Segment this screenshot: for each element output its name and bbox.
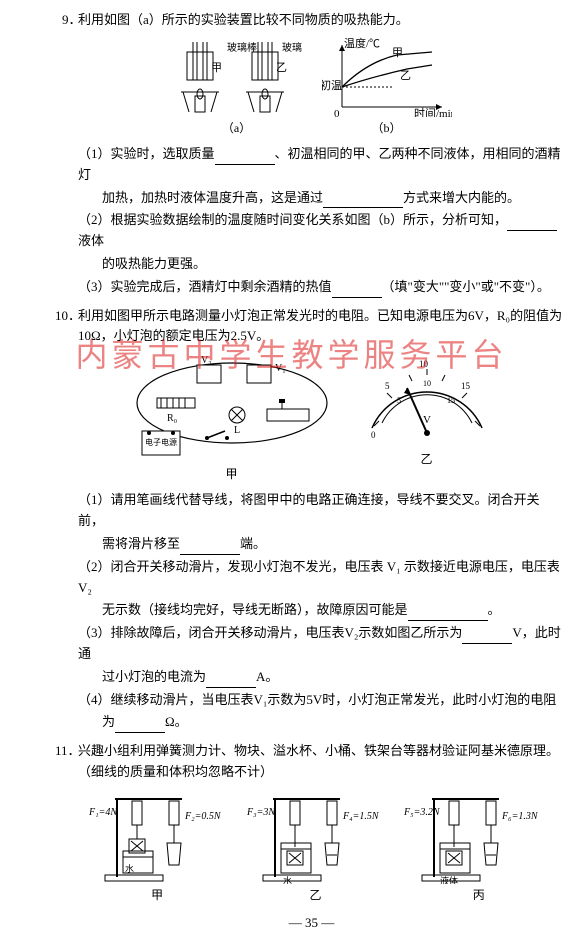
blank[interactable] [115, 732, 165, 733]
q11-num: 11． [55, 741, 81, 762]
q9-fig-a: 玻璃棒 甲 玻璃棒 乙 （a） [172, 37, 302, 138]
q10-sub3-b: 过小灯泡的电流为A。 [102, 667, 563, 688]
svg-text:L: L [234, 425, 240, 436]
question-9: 9． 利用如图（a）所示的实验装置比较不同物质的吸热能力。 玻璃棒 甲 玻璃棒 … [60, 10, 563, 298]
question-10: 10． 利用如图甲所示电路测量小灯泡正常发光时的电阻。已知电源电压为6V，R₀的… [60, 306, 563, 734]
svg-text:乙: 乙 [400, 69, 411, 82]
svg-text:F₅=3.2N: F₅=3.2N [404, 807, 441, 818]
fig-a-caption: （a） [222, 119, 251, 138]
svg-text:水: 水 [283, 875, 292, 884]
q10-sub4: （4）继续移动滑片，当电压表V₁示数为5V时，小灯泡正常发光，此时小灯泡的电阻 [78, 690, 563, 711]
svg-text:V: V [423, 414, 431, 426]
q9-sub3: （3）实验完成后，酒精灯中剩余酒精的热值（填"变大""变小"或"不变"）。 [78, 277, 563, 298]
archimedes-setup-icon: F₁=4N F₂=0.5N 水 [87, 789, 227, 884]
svg-text:时间/min: 时间/min [414, 107, 452, 117]
q10-fig1: V₂ V₁ R₀ L 电子电源 甲 [127, 353, 337, 484]
q10-num: 10． [55, 306, 81, 327]
circuit-diagram-icon: V₂ V₁ R₀ L 电子电源 [127, 353, 337, 463]
page-number: — 35 — [60, 913, 563, 934]
svg-text:0: 0 [334, 108, 340, 117]
svg-text:甲: 甲 [211, 62, 222, 74]
q9-figures: 玻璃棒 甲 玻璃棒 乙 （a） 温度/℃ 时间/min 初温 0 甲 乙 （b） [60, 37, 563, 138]
svg-text:0: 0 [371, 430, 376, 440]
heating-apparatus-icon: 玻璃棒 甲 玻璃棒 乙 [172, 37, 302, 117]
fig-b-caption: （b） [371, 119, 401, 138]
svg-text:5: 5 [397, 396, 401, 405]
q9-sub1: （1）实验时，选取质量、初温相同的甲、乙两种不同液体，用相同的酒精灯 [78, 144, 563, 186]
archimedes-setup-icon: F₃=3N F₄=1.5N 水 [245, 789, 385, 884]
q9-fig-b: 温度/℃ 时间/min 初温 0 甲 乙 （b） [322, 37, 452, 138]
svg-text:F₄=1.5N: F₄=1.5N [342, 811, 380, 822]
blank[interactable] [462, 643, 512, 644]
yi-caption: 乙 [309, 886, 321, 905]
svg-text:10: 10 [419, 359, 429, 369]
blank[interactable] [332, 297, 382, 298]
q10-fig2: 0 5 10 15 5 10 15 V 乙 [357, 353, 497, 484]
q11-stem-a: 兴趣小组利用弹簧测力计、物块、溢水杯、小桶、铁架台等器材验证阿基米德原理。 [78, 741, 563, 762]
blank[interactable] [215, 164, 275, 165]
q10-sub2: （2）闭合开关移动滑片，发现小灯泡不发光，电压表 V₁ 示数接近电源电压，电压表… [78, 557, 563, 599]
svg-text:F₂=0.5N: F₂=0.5N [184, 811, 222, 822]
archimedes-setup-icon: F₅=3.2N F₆=1.3N 液体 [404, 789, 554, 884]
svg-text:水: 水 [125, 863, 134, 874]
q10-sub4-b: 为Ω。 [102, 712, 563, 733]
q9-sub2: （2）根据实验数据绘制的温度随时间变化关系如图（b）所示，分析可知，液体 [78, 210, 563, 252]
q10-sub2-b: 无示数（接线均完好，导线无断路），故障原因可能是。 [102, 600, 563, 621]
fig1-caption: 甲 [225, 465, 237, 484]
q11-jia: F₁=4N F₂=0.5N 水 甲 [87, 789, 227, 905]
q9-sub2-cont: 的吸热能力更强。 [102, 254, 563, 275]
q9-sub1-cont: 加热，加热时液体温度升高，这是通过方式来增大内能的。 [102, 188, 563, 209]
q10-figures: V₂ V₁ R₀ L 电子电源 甲 0 5 10 15 5 10 15 V 乙 [60, 353, 563, 484]
svg-text:V₂: V₂ [201, 355, 212, 366]
svg-text:10: 10 [423, 379, 431, 388]
q10-sub3: （3）排除故障后，闭合开关移动滑片，电压表V₂示数如图乙所示为V，此时通 [78, 623, 563, 665]
blank[interactable] [323, 207, 403, 208]
svg-text:F₁=4N: F₁=4N [88, 807, 118, 818]
voltmeter-dial-icon: 0 5 10 15 5 10 15 V [357, 353, 497, 448]
svg-text:F₃=3N: F₃=3N [246, 807, 276, 818]
temperature-graph-icon: 温度/℃ 时间/min 初温 0 甲 乙 [322, 37, 452, 117]
svg-text:F₆=1.3N: F₆=1.3N [501, 811, 539, 822]
svg-text:乙: 乙 [276, 61, 287, 74]
svg-text:15: 15 [461, 381, 471, 391]
blank[interactable] [206, 687, 256, 688]
svg-text:V₁: V₁ [275, 363, 286, 374]
q11-figures: F₁=4N F₂=0.5N 水 甲 F₃=3N F₄=1.5N 水 乙 [78, 789, 563, 905]
svg-text:温度/℃: 温度/℃ [344, 37, 380, 50]
svg-text:玻璃棒: 玻璃棒 [282, 41, 302, 54]
q11-stem-b: （细线的质量和体积均忽略不计） [78, 762, 563, 783]
svg-text:初温: 初温 [322, 78, 342, 92]
svg-text:甲: 甲 [392, 47, 403, 59]
blank[interactable] [408, 620, 488, 621]
q10-stem-b: 10Ω，小灯泡的额定电压为2.5V。 [78, 326, 563, 347]
q10-sub1-b: 需将滑片移至端。 [102, 534, 563, 555]
q9-stem: 利用如图（a）所示的实验装置比较不同物质的吸热能力。 [78, 10, 563, 31]
svg-text:电子电源: 电子电源 [145, 437, 177, 447]
blank[interactable] [507, 230, 557, 231]
q11-yi: F₃=3N F₄=1.5N 水 乙 [245, 789, 385, 905]
svg-text:5: 5 [385, 381, 390, 391]
question-11: 11． 兴趣小组利用弹簧测力计、物块、溢水杯、小桶、铁架台等器材验证阿基米德原理… [60, 741, 563, 905]
q10-stem-a: 利用如图甲所示电路测量小灯泡正常发光时的电阻。已知电源电压为6V，R₀的阻值为 [78, 306, 563, 327]
q9-num: 9． [62, 10, 82, 31]
jia-caption: 甲 [151, 886, 163, 905]
svg-text:R₀: R₀ [167, 413, 178, 424]
q11-bing: F₅=3.2N F₆=1.3N 液体 丙 [404, 789, 554, 905]
blank[interactable] [180, 554, 240, 555]
svg-text:15: 15 [447, 396, 455, 405]
svg-text:液体: 液体 [440, 875, 458, 884]
bing-caption: 丙 [473, 886, 485, 905]
q10-sub1: （1）请用笔画线代替导线，将图甲中的电路正确连接，导线不要交叉。闭合开关前， [78, 490, 563, 532]
fig2-caption: 乙 [420, 450, 432, 469]
